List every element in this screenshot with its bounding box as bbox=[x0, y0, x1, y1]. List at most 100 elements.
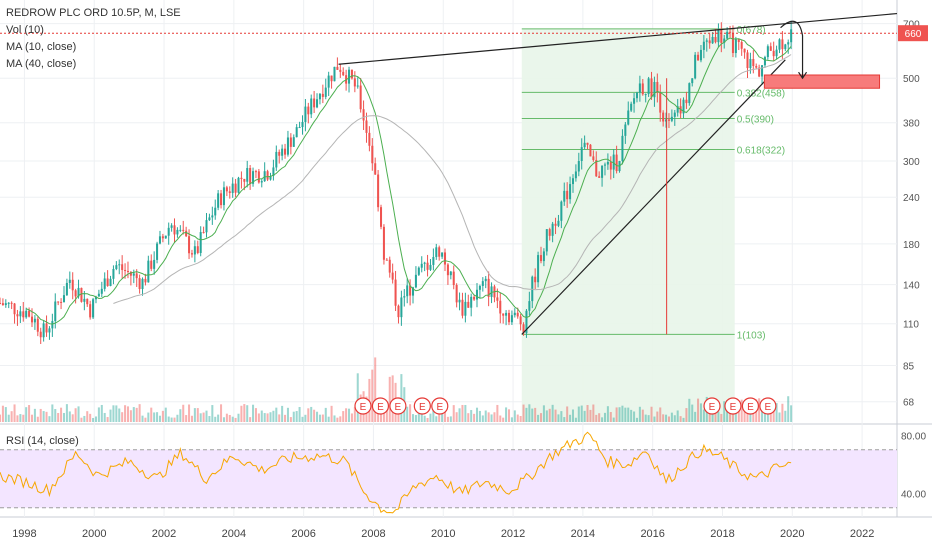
candle-body bbox=[435, 247, 438, 258]
candle-body bbox=[702, 41, 705, 50]
volume-bar bbox=[432, 410, 435, 422]
volume-bar bbox=[784, 410, 787, 422]
volume-bar bbox=[222, 417, 225, 422]
candle-body bbox=[348, 69, 351, 84]
drawing-tools[interactable] bbox=[0, 12, 898, 335]
volume-bar bbox=[609, 412, 612, 422]
candle-body bbox=[112, 268, 115, 279]
x-tick-label: 2010 bbox=[431, 528, 455, 540]
candle-body bbox=[286, 137, 289, 155]
volume-bar bbox=[679, 416, 682, 422]
candle-body bbox=[510, 315, 513, 323]
candle-body bbox=[516, 312, 519, 317]
fibonacci-zone: 0(678) 0.382(458) 0.5(390) 0.618(322) 1(103) bbox=[521, 25, 785, 422]
y-tick-label: 380 bbox=[903, 119, 920, 130]
indicator-ma10[interactable]: MA (10, close) bbox=[6, 41, 76, 53]
indicator-vol[interactable]: Vol (10) bbox=[6, 24, 44, 36]
candle-body bbox=[83, 298, 86, 302]
volume-bar bbox=[158, 415, 161, 422]
volume-bar bbox=[281, 405, 284, 422]
rsi-pane[interactable]: 80.00 40.00 bbox=[0, 431, 926, 514]
volume-bar bbox=[318, 414, 321, 422]
volume-bar bbox=[350, 413, 353, 422]
rsi-title[interactable]: RSI (14, close) bbox=[6, 435, 79, 447]
candle-body bbox=[234, 183, 237, 193]
volume-bar bbox=[531, 408, 534, 422]
candle-body bbox=[470, 296, 473, 308]
volume-bar bbox=[426, 417, 429, 422]
volume-bar bbox=[100, 404, 103, 422]
volume-bar bbox=[336, 417, 339, 422]
y-tick-label: 110 bbox=[903, 320, 919, 331]
candle-body bbox=[473, 296, 476, 300]
volume-bar bbox=[473, 413, 476, 422]
volume-bar bbox=[220, 404, 223, 422]
candle-body bbox=[676, 106, 679, 113]
candle-body bbox=[705, 40, 708, 42]
candle-body bbox=[624, 124, 627, 136]
candle-body bbox=[164, 235, 167, 239]
volume-bar bbox=[676, 410, 679, 422]
volume-bar bbox=[507, 409, 511, 422]
candle-body bbox=[121, 264, 124, 270]
indicator-ma40[interactable]: MA (40, close) bbox=[6, 58, 76, 70]
volume-bar bbox=[446, 416, 449, 422]
volume-bar bbox=[304, 414, 307, 422]
fib-level-label: 0.382(458) bbox=[737, 88, 785, 99]
volume-bar bbox=[217, 414, 220, 422]
candle-body bbox=[10, 302, 13, 304]
candle-body bbox=[327, 75, 330, 88]
volume-bar bbox=[103, 412, 106, 422]
volume-bar bbox=[193, 408, 196, 422]
candle-body bbox=[324, 87, 327, 97]
candle-body bbox=[763, 57, 766, 66]
candle-body bbox=[263, 171, 266, 182]
candle-body bbox=[42, 323, 45, 338]
candle-body bbox=[65, 282, 68, 296]
time-axis[interactable]: 1998 2000 2002 2004 2006 2008 2010 2012 2014 2016… bbox=[12, 528, 874, 540]
volume-bar bbox=[83, 415, 86, 422]
candle-body bbox=[662, 112, 665, 122]
earnings-marker-label: E bbox=[395, 402, 402, 413]
volume-bar bbox=[13, 404, 16, 422]
candle-body bbox=[545, 229, 548, 252]
volume-bar bbox=[723, 401, 726, 422]
candle-body bbox=[656, 81, 659, 93]
volume-bar bbox=[45, 411, 48, 422]
candle-body bbox=[39, 331, 42, 338]
candle-body bbox=[554, 223, 557, 226]
volume-bar bbox=[510, 417, 513, 422]
x-tick-label: 2020 bbox=[780, 528, 804, 540]
candle-body bbox=[30, 316, 34, 323]
volume-bar bbox=[545, 410, 548, 422]
candle-body bbox=[103, 278, 106, 289]
volume-bar bbox=[618, 407, 621, 422]
candle-body bbox=[45, 323, 48, 333]
y-tick-label: 180 bbox=[903, 240, 920, 251]
earnings-marker bbox=[389, 397, 407, 415]
candle-body bbox=[630, 103, 633, 111]
x-tick-label: 2006 bbox=[291, 528, 315, 540]
candle-body bbox=[100, 288, 103, 294]
volume-bar bbox=[112, 405, 115, 422]
volume-bar bbox=[682, 417, 685, 422]
candle-body bbox=[769, 46, 772, 51]
candle-body bbox=[542, 251, 545, 262]
volume-bar bbox=[659, 407, 662, 422]
volume-bar bbox=[691, 404, 694, 422]
volume-bar bbox=[598, 413, 601, 422]
volume-bar bbox=[496, 404, 499, 422]
volume-bar bbox=[667, 416, 670, 422]
volume-bar bbox=[563, 417, 566, 422]
volume-bar bbox=[612, 417, 615, 422]
volume-bar bbox=[182, 404, 185, 422]
volume-bar bbox=[225, 413, 228, 422]
ma10-line bbox=[25, 37, 792, 325]
volume-bar bbox=[781, 403, 784, 422]
candle-body bbox=[97, 293, 100, 297]
volume-bar bbox=[286, 407, 289, 422]
volume-bar bbox=[650, 406, 653, 422]
